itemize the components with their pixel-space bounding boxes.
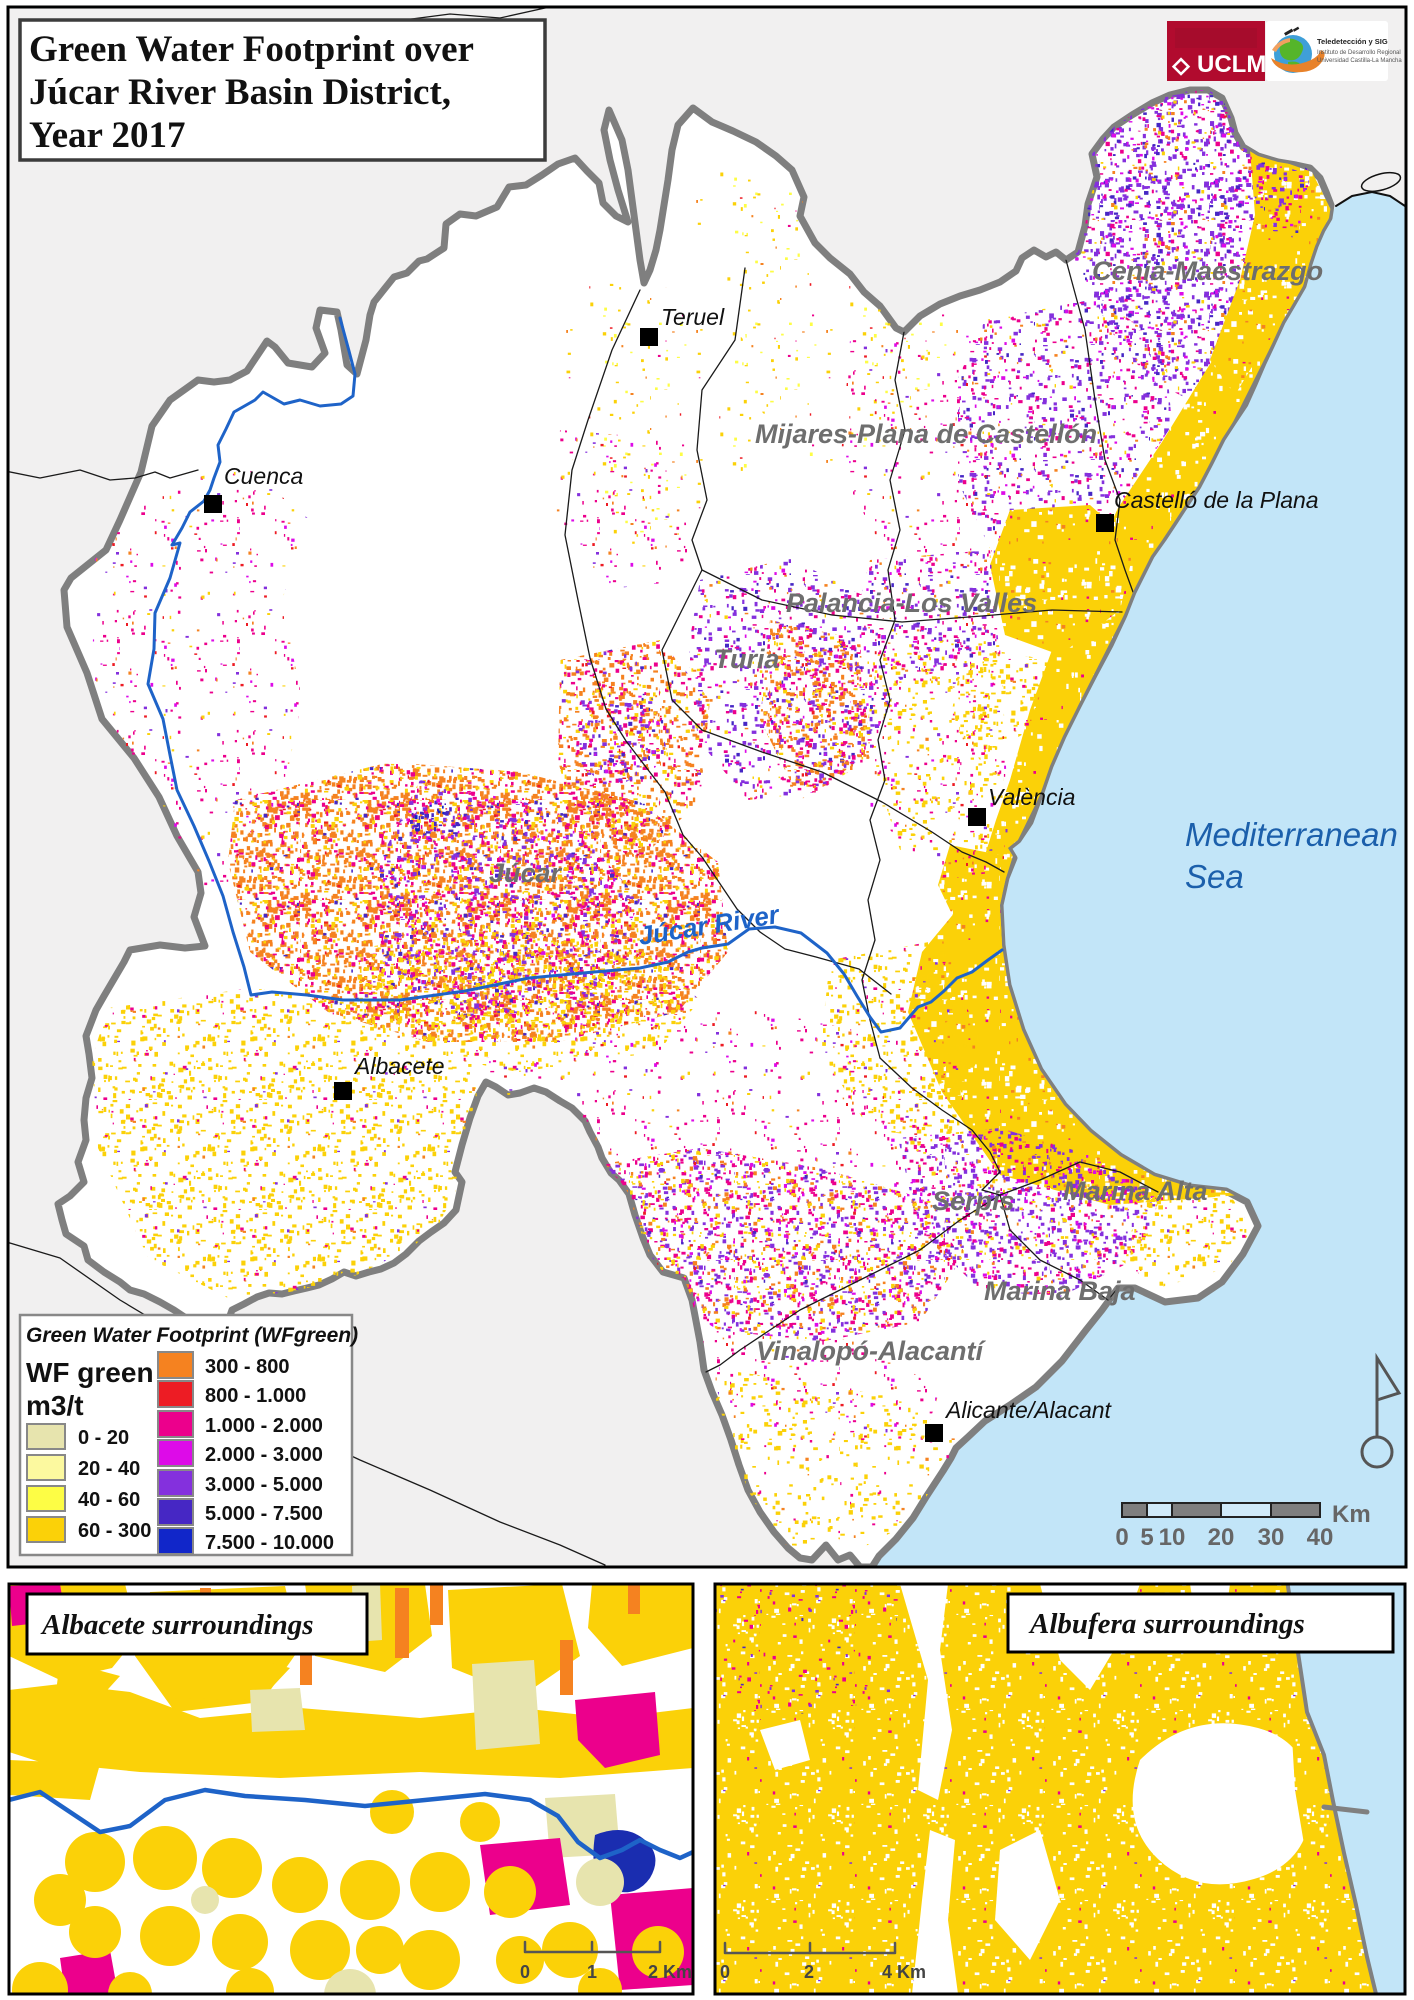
svg-text:Teruel: Teruel: [661, 304, 725, 330]
svg-text:Palancia-Los Valles: Palancia-Los Valles: [786, 588, 1037, 618]
svg-text:Cenia-Maestrazgo: Cenia-Maestrazgo: [1092, 256, 1323, 286]
svg-text:Albufera surroundings: Albufera surroundings: [1028, 1608, 1305, 1640]
svg-text:2 Km: 2 Km: [648, 1962, 692, 1982]
svg-text:Vinalopó-Alacantí: Vinalopó-Alacantí: [756, 1336, 987, 1366]
svg-text:7.500 - 10.000: 7.500 - 10.000: [205, 1532, 334, 1554]
svg-text:0: 0: [1115, 1524, 1128, 1551]
svg-text:10: 10: [1159, 1524, 1186, 1551]
svg-text:5: 5: [1140, 1524, 1153, 1551]
svg-text:3.000 - 5.000: 3.000 - 5.000: [205, 1474, 323, 1496]
svg-text:Green Water Footprint (WFgreen: Green Water Footprint (WFgreen): [26, 1324, 358, 1347]
svg-text:m3/t: m3/t: [26, 1390, 84, 1421]
svg-text:Albacete: Albacete: [353, 1053, 445, 1079]
svg-text:Green Water Footprint over: Green Water Footprint over: [29, 29, 474, 70]
svg-text:0 - 20: 0 - 20: [78, 1427, 129, 1449]
svg-text:Marina Baja: Marina Baja: [984, 1276, 1136, 1306]
svg-text:300 - 800: 300 - 800: [205, 1356, 290, 1378]
svg-text:Alicante/Alacant: Alicante/Alacant: [944, 1397, 1113, 1423]
svg-text:Serpis: Serpis: [932, 1186, 1015, 1216]
svg-text:800 - 1.000: 800 - 1.000: [205, 1385, 306, 1407]
svg-text:60 - 300: 60 - 300: [78, 1520, 151, 1542]
svg-text:Sea: Sea: [1185, 858, 1244, 895]
svg-text:1: 1: [587, 1962, 597, 1982]
svg-text:Teledetección y SIG: Teledetección y SIG: [1317, 37, 1388, 46]
svg-text:Cuenca: Cuenca: [224, 463, 303, 489]
svg-text:20: 20: [1208, 1524, 1235, 1551]
svg-text:0: 0: [520, 1962, 530, 1982]
svg-text:30: 30: [1258, 1524, 1285, 1551]
svg-text:Mediterranean: Mediterranean: [1185, 816, 1398, 853]
svg-text:UCLM: UCLM: [1197, 51, 1266, 78]
svg-text:20 - 40: 20 - 40: [78, 1458, 140, 1480]
svg-text:Júcar River Basin District,: Júcar River Basin District,: [29, 72, 451, 113]
svg-text:0: 0: [720, 1962, 730, 1982]
svg-text:1.000 - 2.000: 1.000 - 2.000: [205, 1415, 323, 1437]
svg-text:Universidad Castilla-La Mancha: Universidad Castilla-La Mancha: [1317, 58, 1402, 64]
svg-text:2.000 - 3.000: 2.000 - 3.000: [205, 1444, 323, 1466]
svg-text:40 - 60: 40 - 60: [78, 1489, 140, 1511]
svg-text:2: 2: [804, 1962, 814, 1982]
svg-text:40: 40: [1307, 1524, 1334, 1551]
svg-text:Year 2017: Year 2017: [29, 115, 186, 156]
svg-text:València: València: [988, 784, 1075, 810]
svg-text:WF green: WF green: [26, 1357, 154, 1388]
svg-text:Marina Alta: Marina Alta: [1063, 1176, 1208, 1206]
svg-text:Albacete surroundings: Albacete surroundings: [40, 1609, 314, 1641]
svg-text:4 Km: 4 Km: [882, 1962, 926, 1982]
svg-text:Turia: Turia: [714, 644, 780, 674]
svg-text:Instituto de Desarrollo Region: Instituto de Desarrollo Regional: [1317, 50, 1401, 56]
svg-text:Júcar: Júcar: [489, 858, 563, 888]
svg-text:5.000 - 7.500: 5.000 - 7.500: [205, 1503, 323, 1525]
svg-text:Mijares-Plana de Castellón: Mijares-Plana de Castellón: [755, 419, 1097, 449]
svg-text:Castelló de la Plana: Castelló de la Plana: [1114, 487, 1319, 513]
svg-text:Km: Km: [1332, 1501, 1371, 1528]
